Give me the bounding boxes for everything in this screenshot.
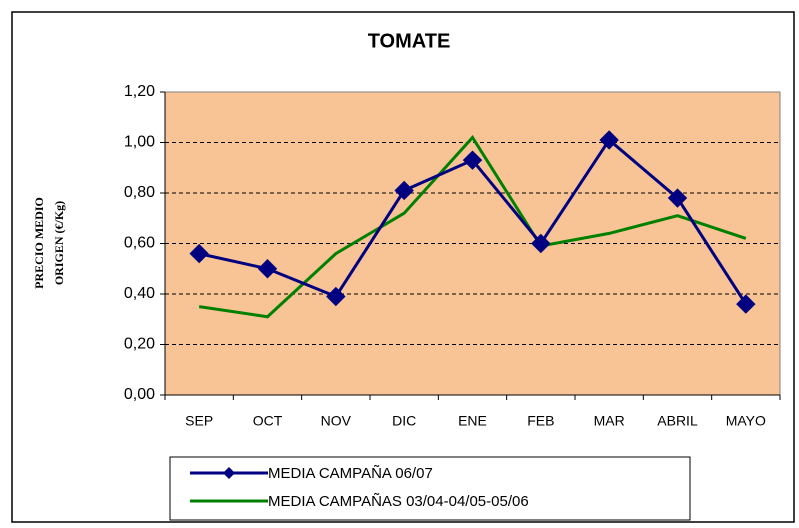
y-tick-label: 0,40	[124, 285, 155, 302]
x-tick-label: OCT	[253, 413, 283, 429]
x-tick-label: MAYO	[726, 413, 766, 429]
x-tick-label: ABRIL	[657, 413, 698, 429]
legend-label: MEDIA CAMPAÑAS 03/04-04/05-05/06	[268, 493, 529, 510]
data-point	[394, 180, 414, 201]
data-point	[599, 130, 619, 150]
y-tick-label: 1,20	[124, 83, 155, 100]
chart-title: TOMATE	[368, 30, 451, 52]
data-point	[257, 259, 278, 279]
legend-label: MEDIA CAMPAÑA 06/07	[268, 465, 433, 482]
x-tick-label: MAR	[594, 413, 625, 429]
x-tick-label: DIC	[392, 413, 416, 429]
data-point	[667, 188, 688, 208]
data-point	[326, 286, 346, 307]
y-tick-label: 0,20	[124, 336, 155, 353]
x-tick-label: SEP	[185, 413, 213, 429]
y-tick-label: 1,00	[124, 134, 155, 151]
y-tick-label: 0,00	[124, 386, 155, 403]
x-tick-label: ENE	[458, 413, 487, 429]
data-point	[736, 294, 756, 314]
y-tick-label: 0,60	[124, 235, 155, 252]
data-point	[189, 243, 209, 264]
x-tick-label: NOV	[321, 413, 352, 429]
legend	[169, 456, 691, 521]
y-tick-label: 0,80	[124, 184, 155, 201]
legend-marker	[223, 467, 235, 479]
y-axis-label: PRECIO MEDIO	[32, 197, 46, 289]
data-point	[531, 233, 551, 254]
y-axis-label: ORIGEN (€/Kg)	[52, 201, 66, 285]
data-point	[462, 150, 483, 170]
series-line	[198, 134, 747, 319]
x-tick-label: FEB	[527, 413, 554, 429]
